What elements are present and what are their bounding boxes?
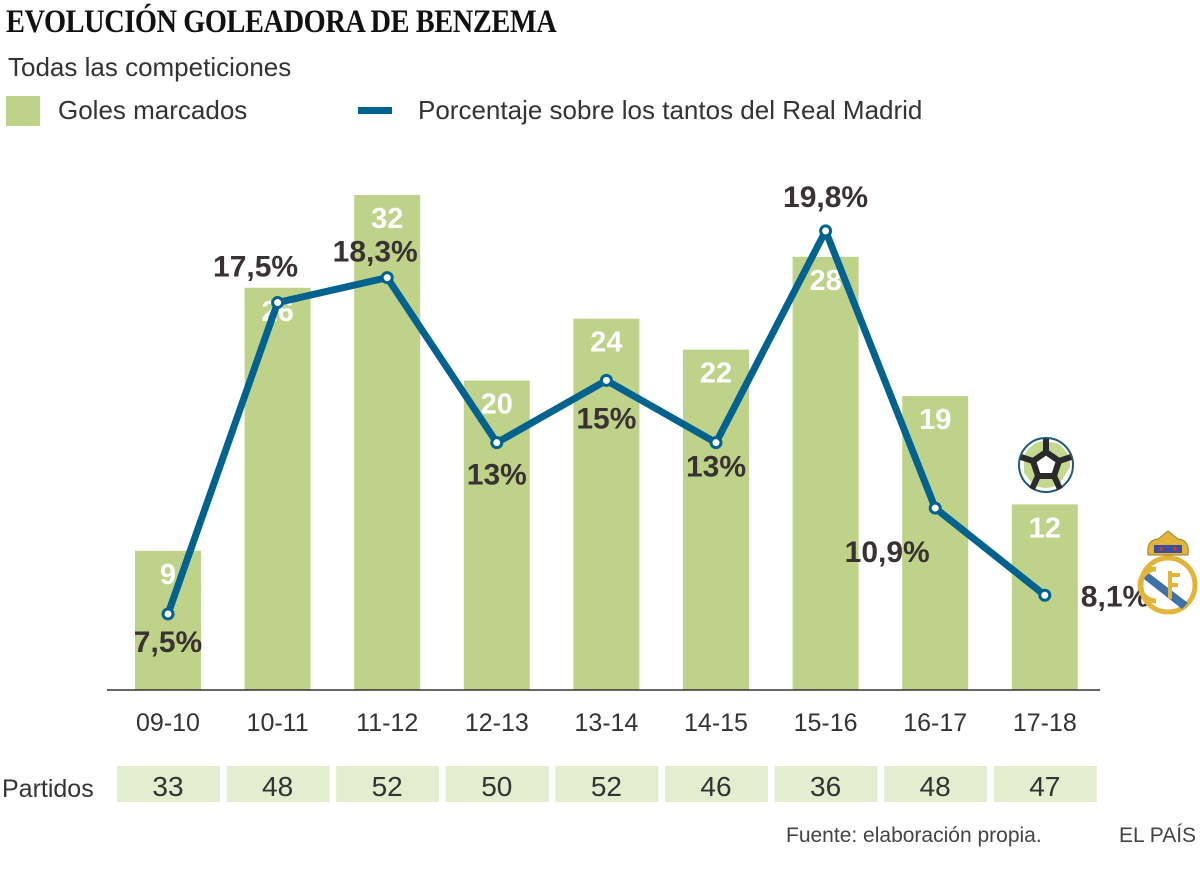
line-value-label: 19,8%	[783, 181, 868, 214]
legend-line-swatch	[358, 107, 392, 114]
bar-11-12	[354, 194, 421, 690]
partidos-cell	[993, 766, 1097, 802]
x-tick-label: 12-13	[465, 709, 529, 737]
bar-value-label: 20	[481, 389, 513, 421]
line-point	[599, 373, 613, 387]
partidos-cell	[117, 766, 220, 802]
partidos-value: 33	[152, 771, 183, 802]
partidos-cell	[665, 766, 768, 802]
line-value-label: 7,5%	[134, 626, 202, 659]
line-point	[380, 271, 394, 285]
chart-title: EVOLUCIÓN GOLEADORA DE BENZEMA	[6, 4, 557, 40]
line-point	[271, 296, 285, 310]
line-value-label: 15%	[576, 402, 636, 435]
partidos-cell	[774, 766, 878, 802]
partidos-value: 52	[591, 771, 622, 802]
line-point	[490, 436, 504, 450]
x-tick-label: 16-17	[903, 709, 967, 737]
x-tick-label: 13-14	[574, 709, 638, 737]
partidos-value: 36	[810, 771, 841, 802]
line-point	[1038, 588, 1052, 602]
line-point	[819, 224, 833, 238]
partidos-cell	[884, 766, 988, 802]
bar-value-label: 22	[700, 358, 732, 390]
chart-subtitle: Todas las competiciones	[8, 52, 292, 82]
line-value-label: 18,3%	[333, 236, 418, 269]
bar-value-label: 28	[809, 265, 841, 297]
partidos-value: 50	[481, 771, 512, 802]
x-tick-label: 14-15	[684, 709, 748, 737]
bar-value-label: 19	[919, 404, 951, 436]
partidos-value: 46	[700, 771, 731, 802]
partidos-value: 48	[920, 771, 951, 802]
line-value-label: 13%	[686, 451, 746, 484]
x-tick-label: 11-12	[356, 709, 418, 737]
partidos-cell	[226, 766, 330, 802]
table-row-label: Partidos	[2, 775, 94, 803]
partidos-value: 47	[1029, 771, 1060, 802]
legend-porcentaje: Porcentaje sobre los tantos del Real Mad…	[358, 95, 922, 126]
soccer-ball-icon	[1018, 437, 1074, 493]
source-note: Fuente: elaboración propia.	[786, 824, 1042, 847]
legend-goles-label: Goles marcados	[58, 95, 248, 125]
partidos-cell	[336, 766, 440, 802]
x-tick-label: 15-16	[794, 709, 858, 737]
partidos-value: 52	[372, 771, 403, 802]
line-value-label: 17,5%	[213, 251, 298, 284]
legend-porcentaje-label: Porcentaje sobre los tantos del Real Mad…	[418, 95, 923, 125]
bar-value-label: 9	[160, 559, 176, 591]
line-point	[928, 501, 942, 515]
x-tick-label: 09-10	[136, 709, 200, 737]
bar-value-label: 12	[1029, 512, 1061, 544]
bar-value-label: 24	[590, 327, 622, 359]
partidos-value: 48	[262, 771, 293, 802]
legend-bar-swatch	[6, 95, 40, 126]
x-tick-label: 10-11	[247, 709, 309, 737]
partidos-cell	[445, 766, 549, 802]
line-value-label: 10,9%	[845, 536, 930, 569]
legend-goles: Goles marcados	[6, 95, 247, 126]
line-point	[161, 607, 175, 621]
real-madrid-crest-icon	[1137, 530, 1198, 615]
line-point	[709, 436, 723, 450]
bar-value-label: 32	[371, 203, 403, 235]
brand-logo: EL PAÍS	[1119, 824, 1197, 847]
bar-10-11	[244, 287, 311, 690]
line-value-label: 13%	[467, 459, 527, 492]
bar-15-16	[792, 256, 859, 690]
partidos-cell	[555, 766, 659, 802]
x-tick-label: 17-18	[1013, 709, 1077, 737]
